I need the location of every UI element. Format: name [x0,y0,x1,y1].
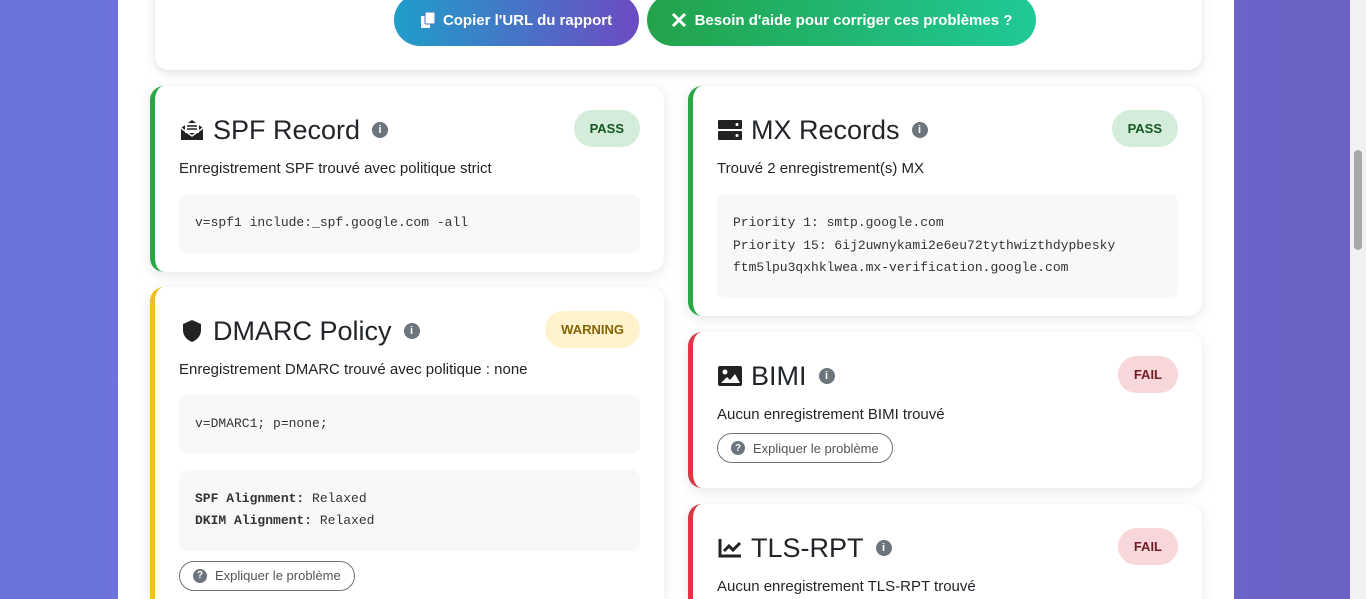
copy-icon [420,12,435,28]
spf-alignment-value: Relaxed [312,490,367,506]
mx-record-line: Priority 1: smtp.google.com [733,215,944,230]
card-title: MX Records [751,114,900,145]
card-description: Aucun enregistrement BIMI trouvé [717,406,945,423]
card-description: Aucun enregistrement TLS-RPT trouvé [717,578,976,595]
info-icon[interactable]: i [911,122,928,138]
status-badge: PASS [1111,110,1178,147]
status-badge: FAIL [1117,528,1178,565]
explain-problem-button[interactable]: ? Expliquer le problème [179,560,355,591]
card-description: Trouvé 2 enregistrement(s) MX [717,160,925,177]
tools-icon [671,12,686,28]
explain-label: Expliquer le problème [753,440,879,456]
card-title: SPF Record [213,114,361,145]
card-title: TLS-RPT [751,532,864,563]
explain-label: Expliquer le problème [215,568,341,583]
copy-url-button[interactable]: Copier l'URL du rapport [394,0,639,46]
scrollbar-thumb[interactable] [1354,150,1362,250]
page-scrollbar[interactable] [1350,0,1366,599]
info-icon[interactable]: i [372,122,389,138]
card-title: BIMI [751,360,807,391]
card-description: Enregistrement SPF trouvé avec politique… [179,160,492,177]
report-container: Copier l'URL du rapport Besoin d'aide po… [118,0,1234,599]
status-badge: PASS [573,110,640,147]
question-icon: ? [731,441,745,455]
dkim-alignment-label: DKIM Alignment: [195,513,313,528]
info-icon[interactable]: i [875,540,892,556]
mx-card: MX Records i PASS Trouvé 2 enregistremen… [688,86,1202,316]
spf-card: SPF Record i PASS Enregistrement SPF tro… [150,86,664,272]
record-code: v=DMARC1; p=none; [179,395,640,454]
record-code: v=spf1 include:_spf.google.com -all [179,194,640,253]
tlsrpt-card: TLS-RPT i FAIL Aucun enregistrement TLS-… [688,504,1202,599]
mx-record-list: Priority 1: smtp.google.com Priority 15:… [717,194,1178,298]
image-icon [717,363,743,389]
card-description: Enregistrement DMARC trouvé avec politiq… [179,361,528,378]
shield-icon [179,318,205,344]
help-button[interactable]: Besoin d'aide pour corriger ces problème… [647,0,1036,46]
mx-record-line: Priority 15: 6ij2uwnykami2e6eu72tythwizt… [733,237,1116,253]
question-icon: ? [193,568,207,583]
dkim-alignment-value: Relaxed [319,513,375,528]
envelope-open-text-icon [179,117,205,143]
copy-url-label: Copier l'URL du rapport [442,11,613,29]
help-label: Besoin d'aide pour corriger ces problème… [694,11,1013,29]
chart-line-icon [717,535,743,561]
explain-problem-button[interactable]: ? Expliquer le problème [717,433,893,463]
actions-card: Copier l'URL du rapport Besoin d'aide po… [155,0,1202,70]
dmarc-card: DMARC Policy i WARNING Enregistrement DM… [150,287,664,599]
spf-alignment-label: SPF Alignment: [195,490,305,506]
status-badge: FAIL [1117,356,1178,393]
mx-record-line: ftm5lpu3qxhklwea.mx-verification.google.… [733,260,1069,275]
server-icon [717,117,743,143]
card-title: DMARC Policy [213,315,392,346]
info-icon[interactable]: i [403,323,420,339]
alignment-details: SPF Alignment: Relaxed DKIM Alignment: R… [179,469,640,551]
bimi-card: BIMI i FAIL Aucun enregistrement BIMI tr… [688,332,1202,488]
info-icon[interactable]: i [818,368,835,384]
status-badge: WARNING [545,311,640,348]
